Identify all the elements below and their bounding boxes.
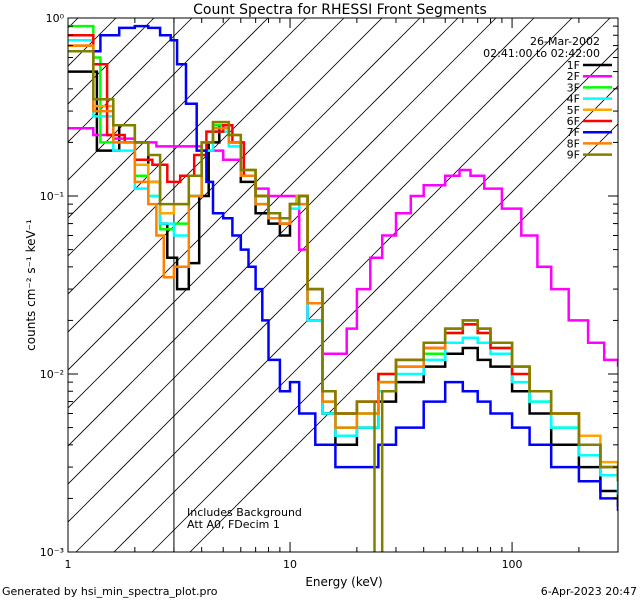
hatch-line [68,18,231,181]
axes [67,17,619,553]
y-tick-label: 10⁻² [40,368,64,381]
x-tick-label: 10 [283,558,297,571]
hatch-line [68,18,497,447]
x-axis-label: Energy (keV) [305,575,382,589]
y-tick-label: 10⁻³ [40,546,64,559]
hatch-line [75,18,611,552]
hatch-line [68,18,421,371]
shaded-region [68,18,618,552]
x-tick-labels: 1 10 100 [65,558,523,571]
hatch-line [68,18,383,333]
legend-label: 3F [567,81,580,94]
series-layer [68,24,618,552]
hatch-line [189,123,618,552]
hatch-line [151,85,618,552]
footer-date: 6-Apr-2023 20:47 [541,585,637,598]
hatch-line [113,47,618,552]
hatch-line [68,18,269,219]
time-range-label: 02:41:00 to 02:42:00 [483,47,600,60]
legend-label: 1F [567,59,580,72]
x-tick-label: 100 [502,558,523,571]
x-tick-label: 1 [65,558,72,571]
hatch-line [68,18,573,523]
y-axis-label: counts cm⁻² s⁻¹ keV⁻¹ [24,219,38,351]
legend-label: 5F [567,104,580,117]
legend-label: 7F [567,126,580,139]
annotation-background: Includes Background [187,506,302,519]
legend-label: 9F [567,149,580,162]
series-line-7F [68,24,618,511]
y-tick-label: 10⁻¹ [40,190,64,203]
legend-label: 6F [567,115,580,128]
plot-frame [67,17,619,553]
annotation-attenuator: Att A0, FDecim 1 [187,518,280,531]
footer-generated-by: Generated by hsi_min_spectra_plot.pro [2,585,218,598]
hatch-line [68,18,535,485]
legend-label: 8F [567,137,580,150]
legend-label: 2F [567,70,580,83]
legend-label: 4F [567,93,580,106]
hatch-line [68,18,345,295]
date-label: 26-Mar-2002 [530,35,600,48]
hatch-line [68,18,459,409]
hatch-line [68,18,307,257]
y-tick-label: 10⁰ [46,12,65,25]
chart-title: Count Spectra for RHESSI Front Segments [193,2,487,18]
series-line-9F [68,50,618,552]
y-tick-labels: 10⁻³ 10⁻² 10⁻¹ 10⁰ [40,12,65,559]
